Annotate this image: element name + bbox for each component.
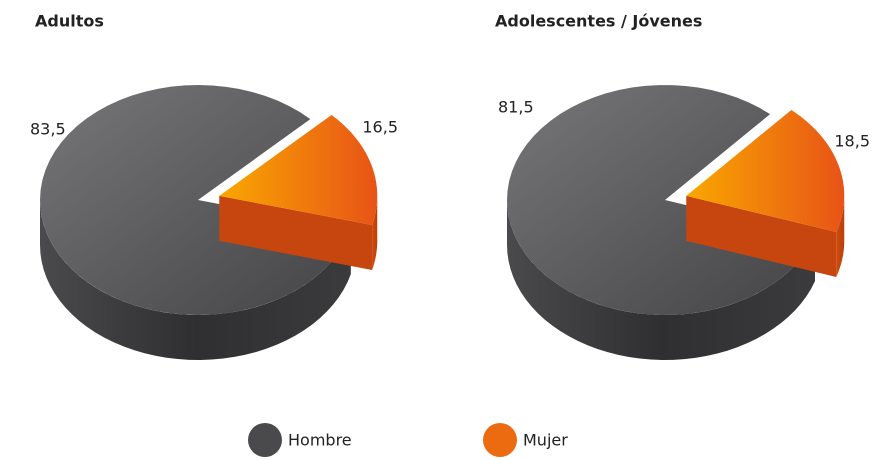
legend-swatch bbox=[483, 423, 517, 457]
pie-wall bbox=[507, 200, 816, 360]
pie-slice bbox=[40, 85, 351, 315]
chart-title: Adolescentes / Jóvenes bbox=[495, 12, 702, 31]
value-label: 18,5 bbox=[834, 132, 870, 151]
pie-slice bbox=[686, 109, 845, 232]
value-label: 16,5 bbox=[362, 118, 398, 137]
pie-wall bbox=[836, 195, 845, 277]
chart-title: Adultos bbox=[35, 12, 104, 31]
pie-wall bbox=[40, 200, 351, 360]
legend-label: Mujer bbox=[523, 431, 568, 450]
pie-cut bbox=[686, 195, 837, 277]
pie-slice bbox=[219, 114, 378, 226]
legend-swatch bbox=[248, 423, 282, 457]
pie-slice bbox=[507, 85, 816, 315]
legend-label: Hombre bbox=[288, 431, 352, 450]
value-label: 81,5 bbox=[498, 98, 534, 117]
pie-cut bbox=[219, 195, 373, 271]
value-label: 83,5 bbox=[30, 120, 66, 139]
pie-wall bbox=[372, 195, 378, 271]
